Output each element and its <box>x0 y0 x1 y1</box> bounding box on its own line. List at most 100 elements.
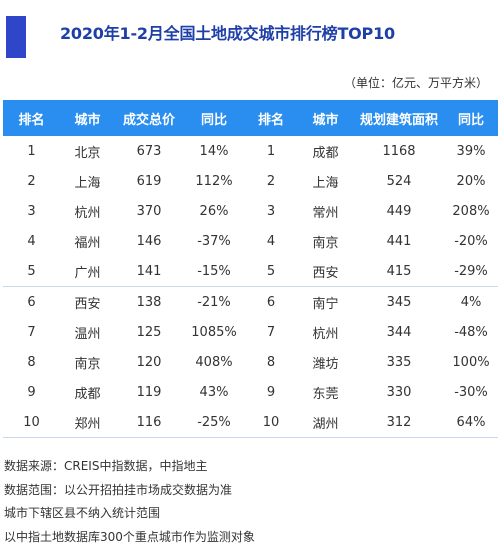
table-row: 8 南京 120 408% 8 潍坊 335 100% <box>3 347 498 377</box>
note-monitoring: 以中指土地数据库300个重点城市作为监测对象 <box>4 529 255 544</box>
column-header: 城市 <box>297 100 354 136</box>
table-cell: 26% <box>199 203 229 219</box>
table-cell: 6 <box>3 286 60 318</box>
table-cell: 141 <box>136 264 162 280</box>
table-cell: 成都 <box>74 387 101 403</box>
table-cell: 619 <box>136 173 162 189</box>
table-cell: 10 <box>3 407 60 439</box>
table-cell: 138 <box>115 286 183 318</box>
table-row: 7 温州 125 1085% 7 杭州 344 -48% <box>3 317 498 347</box>
table-cell: 9 <box>266 385 276 401</box>
table-cell: -48% <box>454 324 488 340</box>
table-cell: 5 <box>266 264 276 280</box>
table-cell: -30% <box>454 385 488 401</box>
table-body: 1 北京 673 14% 1 成都 1168 39% 2 上海 619 112% 2 上海 524 20% 3 杭… <box>3 136 498 439</box>
table-cell: 温州 <box>74 326 101 342</box>
table-cell: -29% <box>454 264 488 280</box>
column-header: 成交总价 <box>115 100 183 136</box>
table-cell: 14% <box>199 143 229 159</box>
table-cell: 东莞 <box>312 387 339 403</box>
table-row: 3 杭州 370 26% 3 常州 449 208% <box>3 196 498 226</box>
table-cell: 上海 <box>312 175 339 191</box>
logo-bar <box>6 16 26 58</box>
table-row: 4 福州 146 -37% 4 南京 441 -20% <box>3 227 498 257</box>
table-cell: 146 <box>136 234 162 250</box>
table-cell: 常州 <box>312 205 339 221</box>
table-cell: 112% <box>195 173 233 189</box>
table-cell: 南宁 <box>297 286 354 318</box>
table-cell: -37% <box>197 234 231 250</box>
table-cell: 福州 <box>74 236 101 252</box>
table-cell: 1 <box>27 143 36 159</box>
table-cell: 1085% <box>191 324 237 340</box>
ranking-table: 排名 城市 成交总价 同比 排名 城市 规划建筑面积 同比 1 北京 673 14% 1… <box>3 100 498 439</box>
column-header: 城市 <box>60 100 115 136</box>
table-header-row: 排名 城市 成交总价 同比 排名 城市 规划建筑面积 同比 <box>3 100 498 136</box>
table-cell: 6 <box>245 286 297 318</box>
table-cell: 杭州 <box>74 205 101 221</box>
table-cell: 415 <box>386 264 412 280</box>
table-cell: 湖州 <box>297 407 354 439</box>
table-cell: 4 <box>266 234 276 250</box>
header: 2020年1-2月全国土地成交城市排行榜TOP10 <box>0 0 500 70</box>
page-title: 2020年1-2月全国土地成交城市排行榜TOP10 <box>60 24 395 43</box>
table-cell: 1 <box>266 143 276 159</box>
note-source: 数据来源：CREIS中指数据，中指地主 <box>4 459 208 473</box>
table-row: 10 郑州 116 -25% 10 湖州 312 64% <box>3 407 498 439</box>
table-cell: -25% <box>183 407 245 439</box>
table-cell: 125 <box>136 324 162 340</box>
table-cell: 119 <box>136 385 162 401</box>
table-cell: 5 <box>27 264 36 280</box>
table-cell: 335 <box>386 354 412 370</box>
table-cell: 南京 <box>312 236 339 252</box>
table-cell: 西安 <box>60 286 115 318</box>
table-cell: 广州 <box>74 266 101 282</box>
table-cell: 8 <box>27 354 36 370</box>
table-cell: 10 <box>245 407 297 439</box>
table-cell: 330 <box>386 385 412 401</box>
table-cell: 4% <box>444 286 498 318</box>
table-cell: 北京 <box>74 145 101 161</box>
table-cell: 潍坊 <box>312 356 339 372</box>
table-cell: 杭州 <box>312 326 339 342</box>
table-cell: 39% <box>456 143 486 159</box>
table-row: 2 上海 619 112% 2 上海 524 20% <box>3 166 498 196</box>
table-cell: -15% <box>197 264 231 280</box>
table-cell: 9 <box>27 385 36 401</box>
notes: 数据来源：CREIS中指数据，中指地主 数据范围：以公开招拍挂市场成交数据为准 … <box>4 455 496 549</box>
table-cell: 1168 <box>382 143 416 159</box>
table-cell: 408% <box>195 354 233 370</box>
table-cell: 7 <box>27 324 36 340</box>
table-cell: 673 <box>136 143 162 159</box>
note-exclusion: 城市下辖区县不纳入统计范围 <box>4 506 161 520</box>
table-cell: 64% <box>444 407 498 439</box>
table-cell: 20% <box>456 173 486 189</box>
table-cell: 7 <box>266 324 276 340</box>
table-cell: 345 <box>354 286 444 318</box>
table-row: 5 广州 141 -15% 5 西安 415 -29% <box>3 257 498 287</box>
table-cell: 441 <box>386 234 412 250</box>
column-header: 排名 <box>245 100 297 136</box>
table-row: 1 北京 673 14% 1 成都 1168 39% <box>3 136 498 166</box>
table-cell: 524 <box>386 173 412 189</box>
table-cell: 312 <box>354 407 444 439</box>
table-cell: 3 <box>27 203 36 219</box>
table-cell: 449 <box>386 203 412 219</box>
table-cell: 370 <box>136 203 162 219</box>
table-row: 6 西安 138 -21% 6 南宁 345 4% <box>3 286 498 318</box>
column-header: 同比 <box>444 100 498 136</box>
table-cell: 上海 <box>74 175 101 191</box>
table-cell: 43% <box>199 385 229 401</box>
table-cell: 344 <box>386 324 412 340</box>
unit-label: （单位：亿元、万平方米） <box>343 76 488 90</box>
table-row: 9 成都 119 43% 9 东莞 330 -30% <box>3 378 498 408</box>
table-cell: 8 <box>266 354 276 370</box>
note-scope: 数据范围：以公开招拍挂市场成交数据为准 <box>4 482 233 497</box>
table-cell: 西安 <box>312 266 339 282</box>
table-cell: 4 <box>27 234 36 250</box>
column-header: 排名 <box>3 100 60 136</box>
column-header: 同比 <box>183 100 245 136</box>
table-cell: -21% <box>183 286 245 318</box>
column-header: 规划建筑面积 <box>354 100 444 136</box>
table-cell: 成都 <box>312 145 339 161</box>
